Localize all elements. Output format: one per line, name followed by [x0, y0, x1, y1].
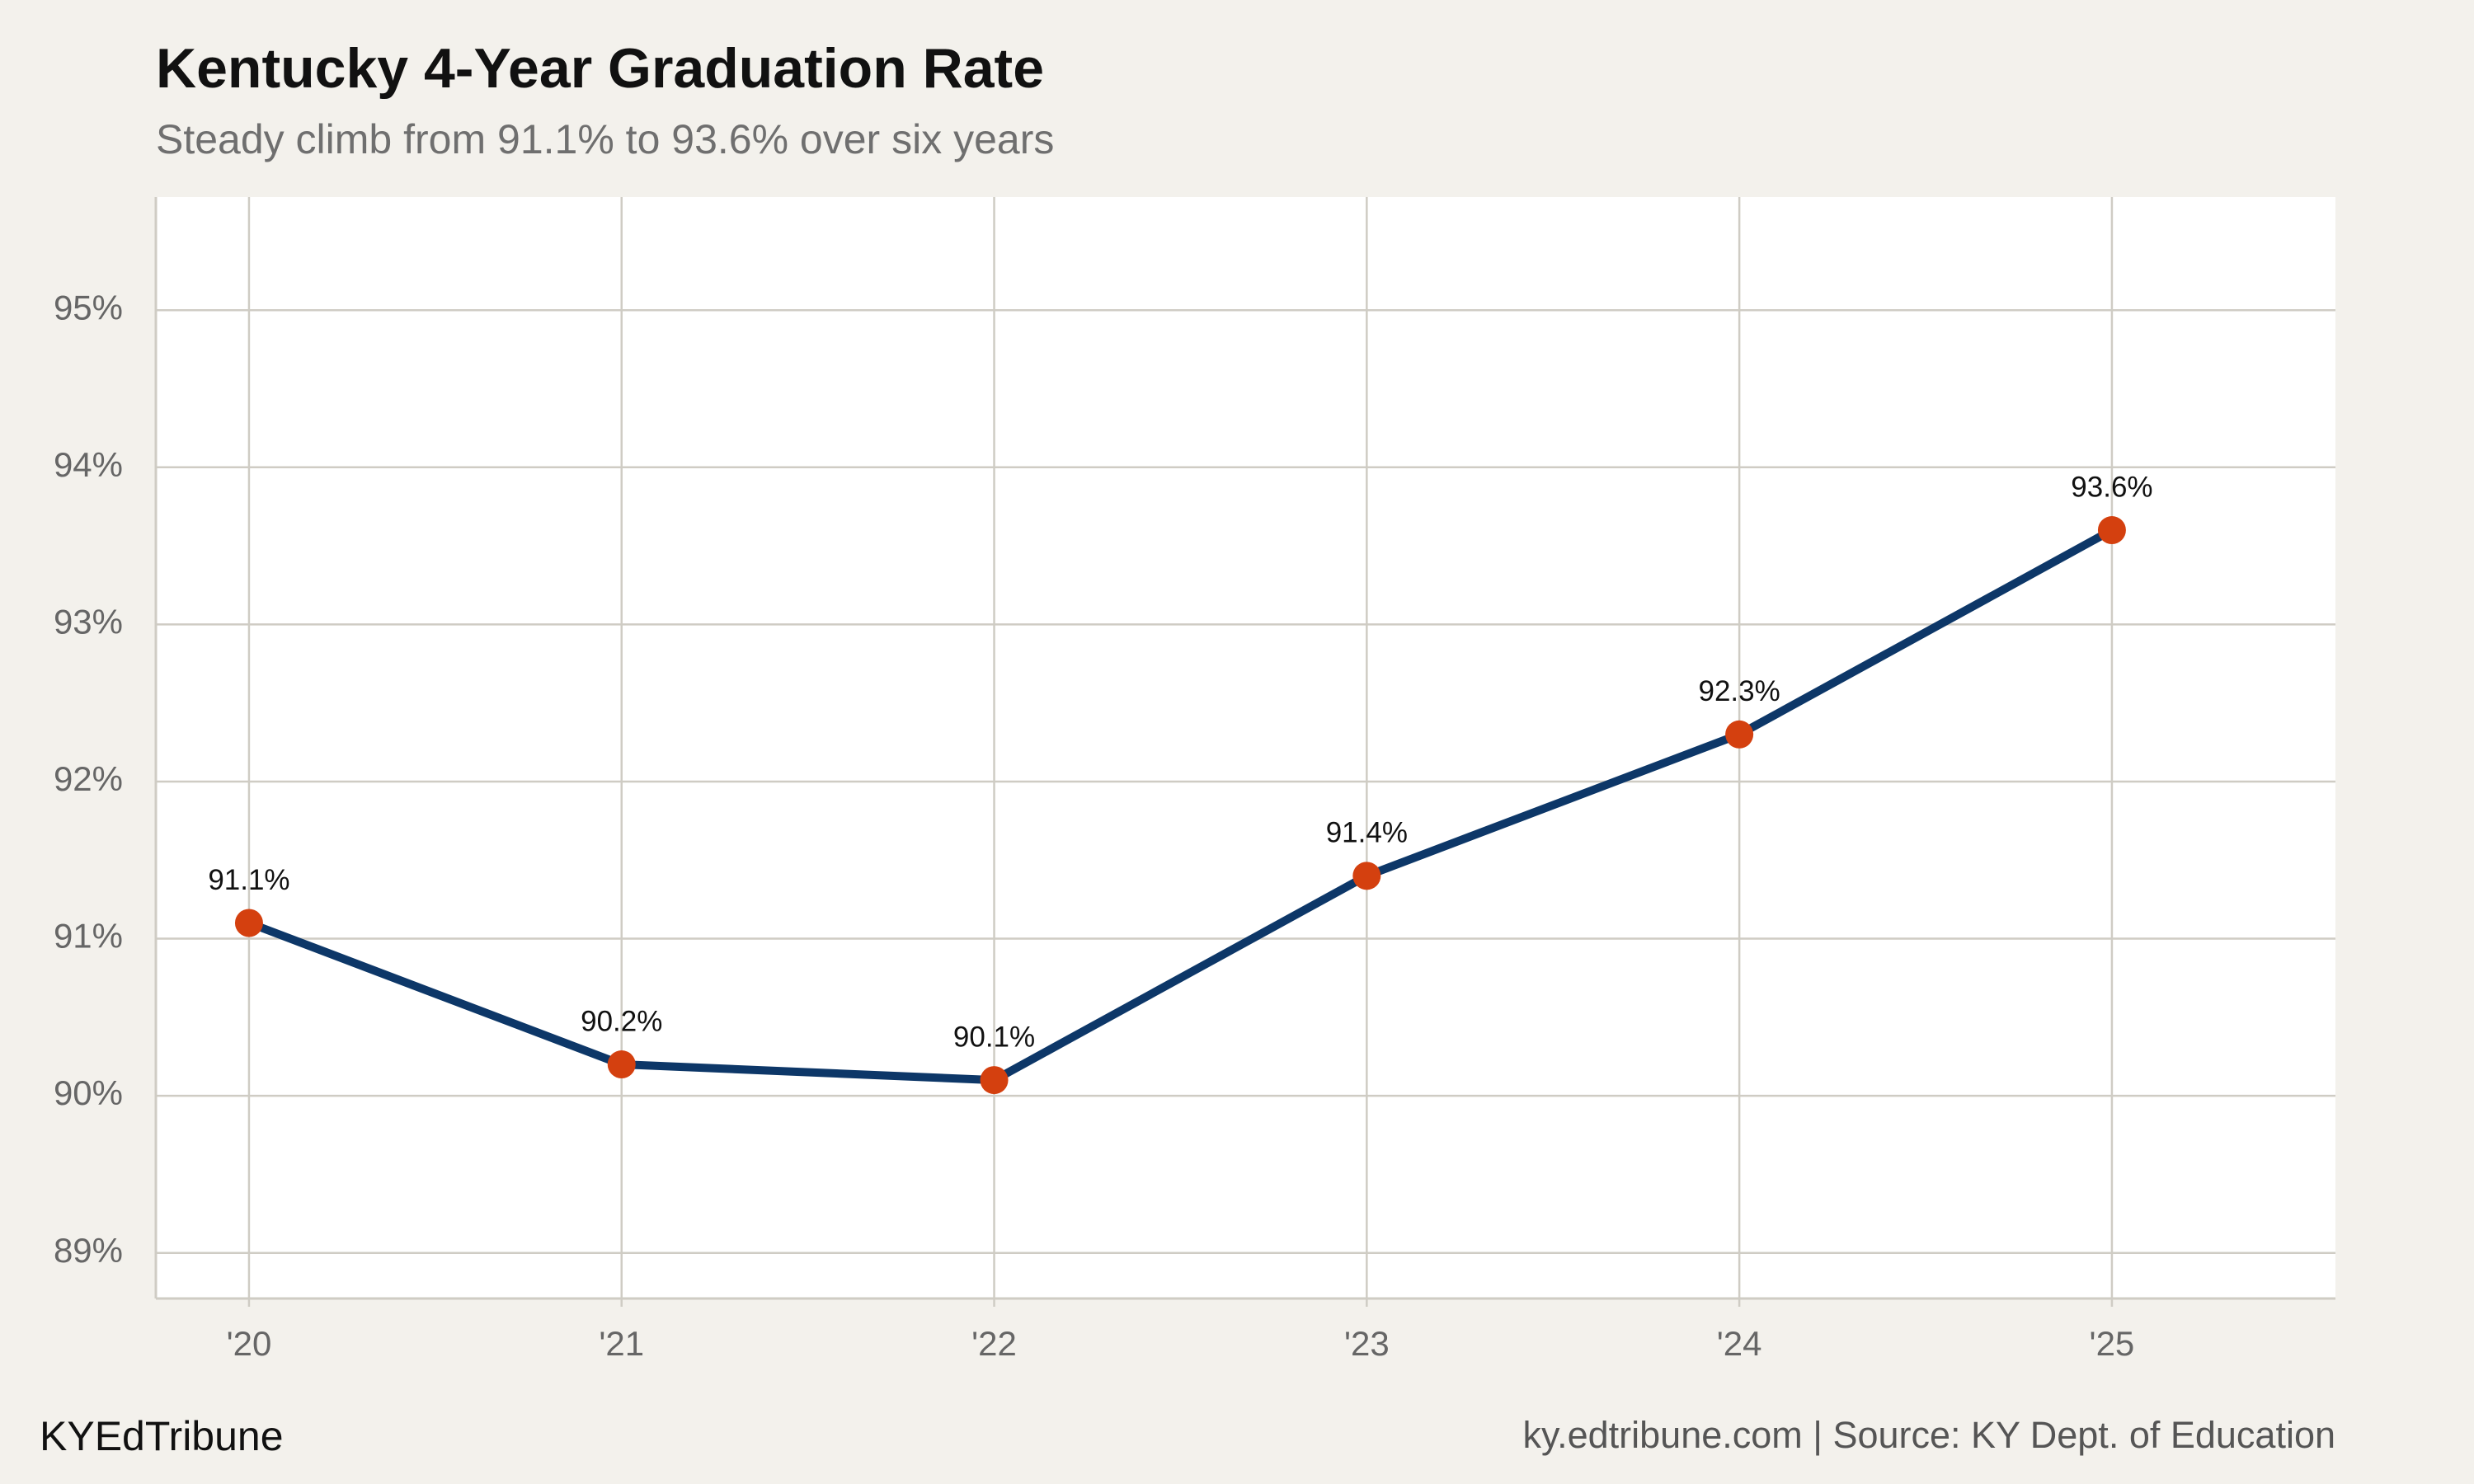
y-tick-label: 89%: [54, 1231, 123, 1270]
x-tick-label: '22: [971, 1324, 1017, 1363]
line: [247, 526, 2114, 1085]
y-tick-label: 93%: [54, 602, 123, 641]
point: [980, 1066, 1009, 1095]
x-tick-label: '20: [227, 1324, 272, 1363]
chart-subtitle: Steady climb from 91.1% to 93.6% over si…: [156, 116, 1054, 162]
value-label: 91.4%: [1326, 817, 1408, 849]
y-tick-label: 94%: [54, 445, 123, 484]
x-tick-label: '21: [599, 1324, 644, 1363]
x-tick-label: '23: [1344, 1324, 1390, 1363]
plot-area: [156, 197, 2335, 1298]
y-tick-label: 95%: [54, 288, 123, 326]
value-label: 93.6%: [2071, 471, 2152, 503]
value-label: 90.1%: [953, 1021, 1035, 1053]
x-tick-label: '25: [2090, 1324, 2135, 1363]
source: ky.edtribune.com | Source: KY Dept. of E…: [1522, 1414, 2335, 1456]
x-tick-label: '24: [1717, 1324, 1762, 1363]
point: [2097, 516, 2126, 545]
y-tick-label: 92%: [54, 759, 123, 798]
value-label: 91.1%: [208, 864, 289, 896]
point: [234, 909, 263, 937]
brand: KYEdTribune: [40, 1413, 284, 1459]
point: [607, 1050, 636, 1079]
y-tick-label: 91%: [54, 917, 123, 956]
value-label: 92.3%: [1699, 675, 1780, 707]
value-label: 90.2%: [581, 1005, 662, 1037]
y-tick-label: 90%: [54, 1073, 123, 1112]
point: [1725, 720, 1754, 749]
chart-title: Kentucky 4-Year Graduation Rate: [156, 37, 1044, 100]
point: [1352, 862, 1381, 890]
